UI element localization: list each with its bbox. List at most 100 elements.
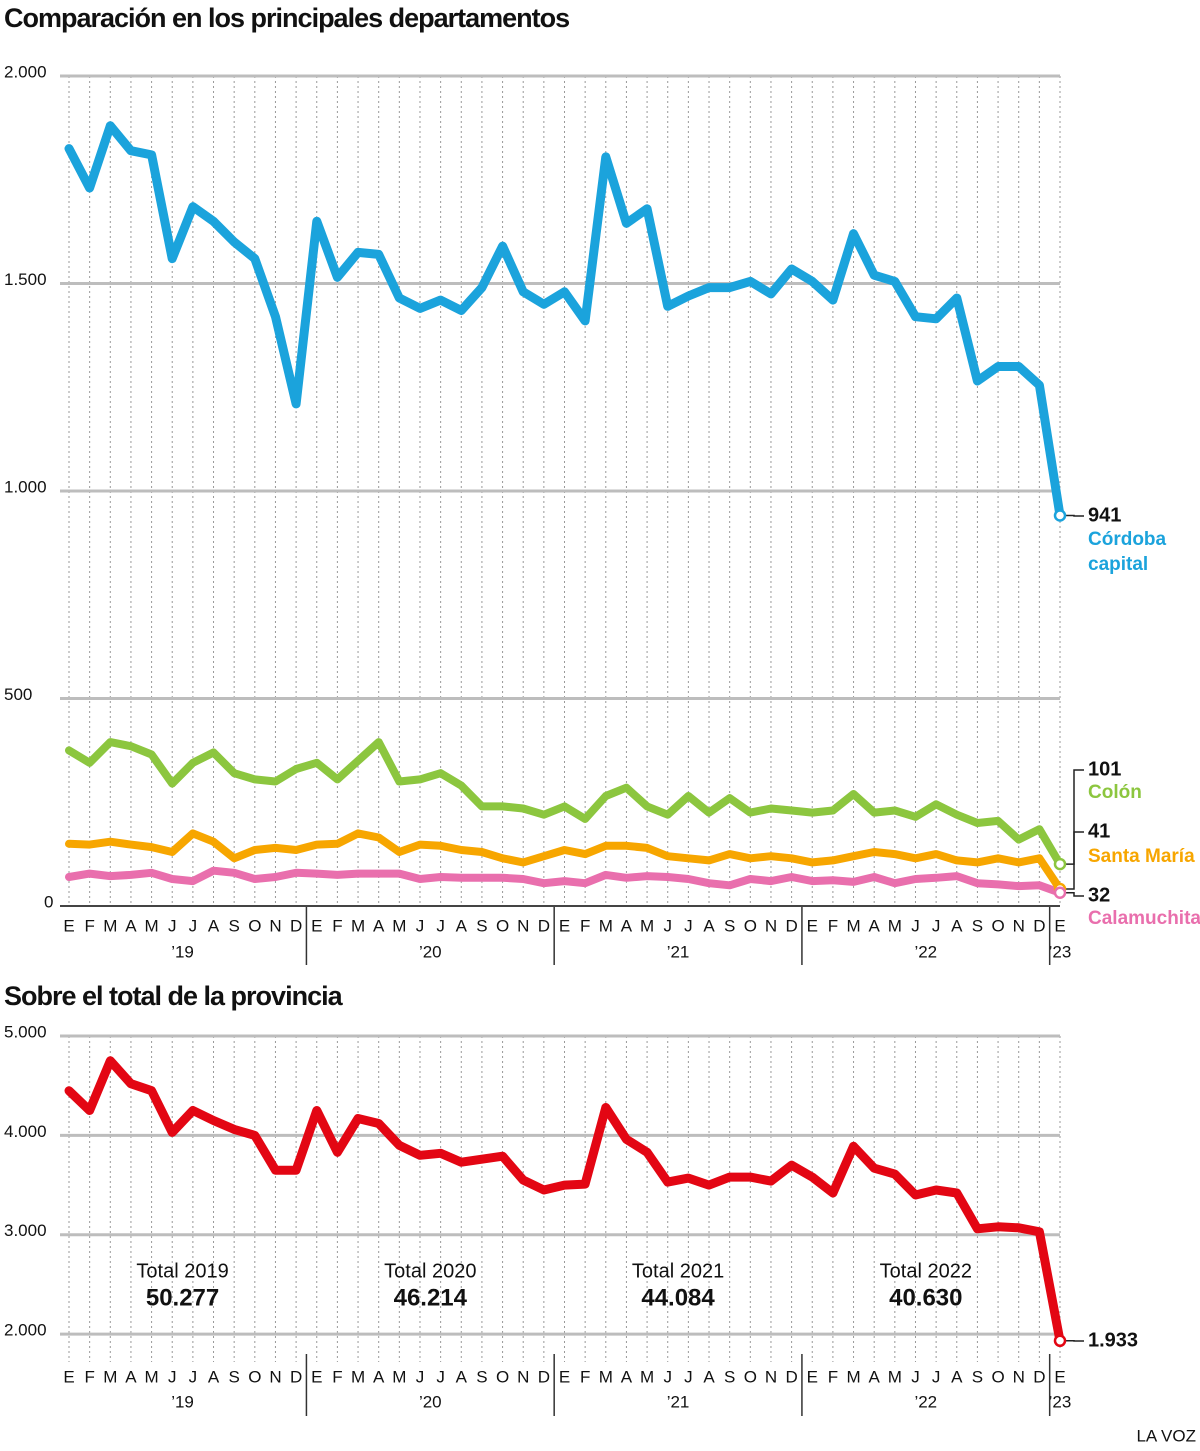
x-tick-label: S: [972, 916, 983, 935]
x-tick-label: M: [599, 1367, 613, 1386]
x-tick-label: A: [373, 916, 385, 935]
year-label: ’19: [171, 942, 194, 961]
x-tick-label: J: [436, 916, 445, 935]
series-line: [64, 1056, 1065, 1346]
year-label: ’20: [419, 942, 442, 961]
x-tick-label: N: [765, 1367, 777, 1386]
x-tick-label: J: [684, 1367, 693, 1386]
annotation-value: 46.214: [394, 1284, 468, 1311]
year-label: ’22: [914, 1392, 937, 1411]
annotation-title: Total 2021: [632, 1260, 724, 1282]
x-tick-label: O: [744, 1367, 757, 1386]
x-tick-label: D: [538, 1367, 550, 1386]
x-tick-label: A: [869, 916, 881, 935]
x-tick-label: D: [1033, 1367, 1045, 1386]
x-tick-label: O: [248, 1367, 261, 1386]
x-tick-label: J: [436, 1367, 445, 1386]
x-tick-label: A: [703, 916, 715, 935]
x-tick-label: S: [724, 1367, 735, 1386]
end-value-label: 941: [1088, 504, 1121, 526]
annotation-title: Total 2022: [880, 1260, 972, 1282]
annotation-title: Total 2020: [384, 1260, 476, 1282]
x-tick-label: E: [311, 916, 322, 935]
x-tick-label: E: [559, 916, 570, 935]
x-tick-label: M: [846, 1367, 860, 1386]
annotation-value: 44.084: [641, 1284, 715, 1311]
x-tick-label: A: [208, 1367, 220, 1386]
x-tick-label: N: [1013, 916, 1025, 935]
x-tick-label: N: [1013, 1367, 1025, 1386]
series-line: [65, 866, 1064, 897]
x-tick-label: M: [888, 916, 902, 935]
x-tick-label: J: [416, 916, 425, 935]
x-tick-label: F: [84, 916, 94, 935]
end-marker: [1053, 509, 1067, 522]
x-tick-label: S: [972, 1367, 983, 1386]
y-tick-label: 5.000: [4, 1022, 47, 1041]
series-name: Córdoba capital: [1088, 529, 1167, 575]
x-tick-label: D: [538, 916, 550, 935]
year-label: ’21: [667, 942, 690, 961]
x-tick-label: O: [496, 916, 509, 935]
x-tick-label: J: [911, 916, 920, 935]
x-tick-label: O: [991, 1367, 1004, 1386]
x-tick-label: F: [828, 1367, 838, 1386]
chart-title: Sobre el total de la provincia: [4, 981, 344, 1011]
series-name-box: Calamuchita: [1088, 908, 1200, 929]
x-tick-label: O: [496, 1367, 509, 1386]
leader-line: [1065, 831, 1084, 890]
x-tick-label: M: [351, 1367, 365, 1386]
y-tick-label: 1.000: [4, 477, 47, 496]
x-tick-label: J: [932, 1367, 941, 1386]
annotation-title: Total 2019: [136, 1260, 228, 1282]
x-tick-label: M: [846, 916, 860, 935]
y-tick-label: 2.000: [4, 1321, 47, 1340]
x-tick-label: M: [392, 1367, 406, 1386]
x-tick-label: M: [144, 1367, 158, 1386]
x-tick-label: A: [621, 916, 633, 935]
x-tick-label: S: [476, 916, 487, 935]
end-marker: [1053, 1334, 1067, 1348]
series-name: Calamuchita: [1088, 908, 1200, 929]
x-tick-label: J: [932, 916, 941, 935]
leader-line: [1065, 769, 1084, 865]
x-tick-label: S: [476, 1367, 487, 1386]
year-label: ’19: [171, 1392, 194, 1411]
series-name-box: Santa María: [1088, 846, 1195, 867]
x-tick-label: E: [63, 1367, 74, 1386]
x-tick-label: A: [869, 1367, 881, 1386]
x-tick-label: F: [580, 916, 590, 935]
x-tick-label: O: [991, 916, 1004, 935]
x-tick-label: A: [703, 1367, 715, 1386]
x-tick-label: D: [1033, 916, 1045, 935]
x-tick-label: J: [684, 916, 693, 935]
x-tick-label: M: [392, 916, 406, 935]
leader-line: [1065, 891, 1084, 897]
x-tick-label: J: [168, 916, 177, 935]
x-tick-label: E: [807, 916, 818, 935]
x-tick-label: A: [456, 1367, 468, 1386]
x-tick-label: F: [828, 916, 838, 935]
x-tick-label: A: [951, 1367, 963, 1386]
end-marker: [1053, 857, 1067, 871]
x-tick-label: F: [332, 1367, 342, 1386]
x-tick-label: E: [311, 1367, 322, 1386]
x-tick-label: A: [951, 916, 963, 935]
end-value-label: 32: [1088, 884, 1110, 906]
series-line: [65, 738, 1064, 869]
leader-line: [1065, 514, 1084, 517]
chart-title: Comparación en los principales departame…: [4, 3, 569, 33]
x-tick-label: E: [63, 916, 74, 935]
series-name-box: Córdoba capital: [1088, 529, 1167, 575]
x-tick-label: N: [517, 916, 529, 935]
x-tick-label: O: [744, 916, 757, 935]
x-tick-label: N: [517, 1367, 529, 1386]
end-marker: [1053, 886, 1067, 899]
x-tick-label: N: [765, 916, 777, 935]
y-tick-label: 2.000: [4, 62, 47, 81]
x-tick-label: O: [248, 916, 261, 935]
year-label: ’20: [419, 1392, 442, 1411]
year-label: ’22: [914, 942, 937, 961]
x-tick-label: E: [807, 1367, 818, 1386]
x-tick-label: M: [640, 1367, 654, 1386]
